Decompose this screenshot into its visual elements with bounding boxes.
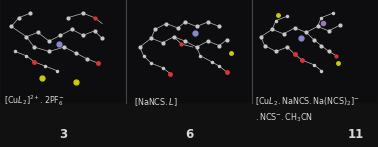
Bar: [253, 0, 377, 103]
Text: $\mathrm{.NCS}^{-}\mathrm{.CH}_{3}\mathrm{CN}$: $\mathrm{.NCS}^{-}\mathrm{.CH}_{3}\mathr…: [255, 112, 313, 124]
Text: $[\mathrm{NaNCS.}L]$: $[\mathrm{NaNCS.}L]$: [134, 96, 178, 108]
Bar: [1, 0, 125, 103]
Text: $[\mathrm{Cu}L_{2}\mathrm{.NaNCS.Na(NCS)}_{2}]^{-}$: $[\mathrm{Cu}L_{2}\mathrm{.NaNCS.Na(NCS)…: [255, 96, 360, 108]
Bar: [127, 0, 251, 103]
Text: $[\mathrm{Cu}L_{2}]^{2+}\mathrm{.2PF}_{6}^{-}$: $[\mathrm{Cu}L_{2}]^{2+}\mathrm{.2PF}_{6…: [4, 93, 65, 108]
Bar: [1, 0, 125, 103]
Bar: [127, 0, 252, 103]
Text: 3: 3: [59, 128, 67, 141]
Bar: [253, 0, 377, 103]
Text: 11: 11: [347, 128, 363, 141]
Text: 6: 6: [185, 128, 193, 141]
